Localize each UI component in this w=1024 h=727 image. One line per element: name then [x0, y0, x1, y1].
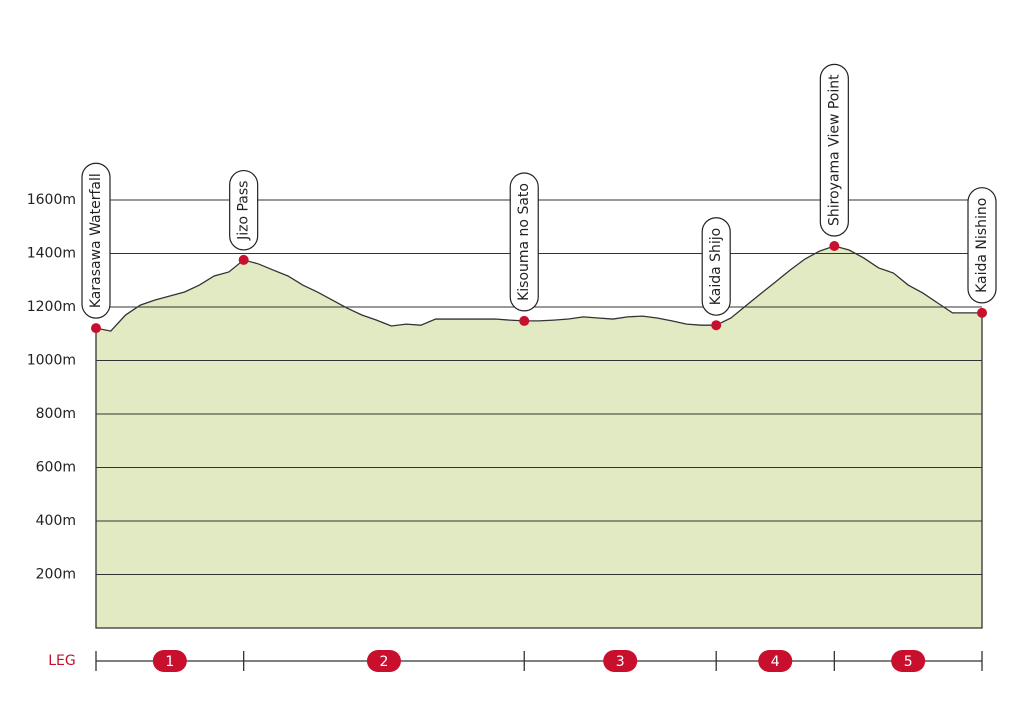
waypoint-bubble — [509, 172, 539, 312]
y-tick-label: 800m — [36, 406, 76, 422]
waypoint-name: Shiroyama View Point — [826, 74, 842, 226]
waypoint-label: Karasawa Waterfall — [81, 162, 111, 319]
waypoint-marker — [91, 323, 101, 334]
plot-frame — [95, 312, 983, 629]
waypoint-name: Kaida Nishino — [974, 198, 990, 293]
waypoint-name: Kaida Shijo — [708, 228, 724, 305]
waypoint-label: Kaida Shijo — [701, 217, 731, 316]
waypoint-bubble — [81, 162, 111, 319]
leg-number: 5 — [904, 654, 913, 670]
leg-badge — [603, 650, 638, 672]
waypoint-label: Shiroyama View Point — [819, 63, 849, 237]
waypoint-bubble — [701, 217, 731, 316]
leg-number: 2 — [379, 654, 388, 670]
leg-badge — [152, 650, 187, 672]
waypoint-marker — [519, 315, 530, 326]
leg-number: 1 — [165, 654, 174, 670]
waypoint-marker — [829, 241, 840, 252]
waypoint-label: Kaida Nishino — [967, 187, 997, 304]
waypoint-bubble — [819, 63, 849, 237]
y-tick-label: 600m — [36, 460, 76, 476]
waypoint-marker — [711, 320, 722, 331]
y-tick-label: 1400m — [27, 246, 76, 262]
waypoint-name: Karasawa Waterfall — [88, 173, 104, 308]
waypoint-bubble — [229, 169, 259, 251]
leg-title: LEG — [48, 653, 76, 669]
leg-number: 3 — [616, 654, 625, 670]
waypoint-label: Kisouma no Sato — [509, 172, 539, 312]
leg-badge — [758, 650, 793, 672]
leg-number: 4 — [771, 654, 780, 670]
leg-badge — [891, 650, 926, 672]
y-tick-label: 1200m — [27, 299, 76, 315]
y-tick-label: 400m — [36, 513, 76, 529]
waypoint-name: Jizo Pass — [236, 181, 252, 241]
leg-badge — [366, 650, 401, 672]
waypoint-marker — [977, 307, 987, 318]
y-tick-label: 200m — [36, 567, 76, 583]
y-tick-label: 1000m — [27, 353, 76, 369]
waypoint-name: Kisouma no Sato — [516, 183, 532, 301]
waypoint-label: Jizo Pass — [229, 169, 259, 251]
waypoint-bubble — [967, 187, 997, 304]
elevation-area — [96, 246, 982, 628]
waypoint-marker — [238, 254, 249, 265]
y-tick-label: 1600m — [27, 192, 76, 208]
